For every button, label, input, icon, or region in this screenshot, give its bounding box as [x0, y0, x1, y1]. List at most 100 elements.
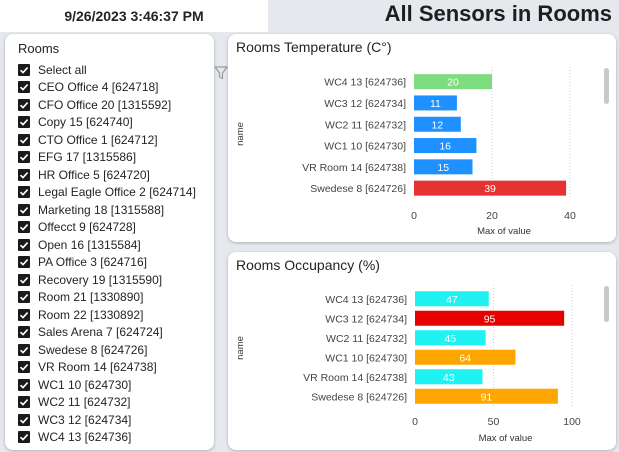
checkbox[interactable] [18, 98, 30, 111]
checkmark-icon [19, 189, 29, 196]
checkbox[interactable] [18, 203, 30, 216]
category-label: VR Room 14 [624738] [303, 372, 407, 384]
checkmark-icon [19, 276, 29, 284]
checkmark-icon [19, 84, 29, 91]
checkbox[interactable] [18, 413, 30, 426]
data-label: 43 [443, 372, 455, 384]
checkbox[interactable] [18, 273, 30, 286]
chart-scrollbar[interactable] [604, 68, 609, 104]
slicer-item[interactable]: Copy 15 [624740] [18, 114, 196, 132]
slicer-item[interactable]: Room 21 [1330890] [18, 289, 196, 307]
bar[interactable] [414, 95, 457, 111]
bar[interactable] [414, 74, 492, 90]
checkbox[interactable] [18, 308, 30, 321]
temperature-bar-chart: WC4 13 [624736] 20 WC3 12 [624734] 11 WC2 11… [235, 67, 576, 237]
slicer-item-label: Room 21 [1330890] [38, 290, 144, 305]
slicer-item[interactable]: CTO Office 1 [624712] [18, 131, 196, 149]
checkbox[interactable] [18, 378, 30, 391]
slicer-item[interactable]: HR Office 5 [624720] [18, 166, 196, 184]
checkmark-icon [19, 346, 29, 354]
checkbox[interactable] [18, 168, 30, 181]
bar[interactable] [415, 291, 489, 307]
data-label: 95 [484, 313, 496, 325]
slicer-item[interactable]: WC2 11 [624732] [18, 394, 196, 412]
slicer-item[interactable]: CFO Office 20 [1315592] [18, 96, 196, 114]
slicer-list: Select all CEO Office 4 [624718] CFO Offic… [18, 61, 196, 446]
slicer-item[interactable]: CEO Office 4 [624718] [18, 79, 196, 97]
data-label: 12 [432, 119, 444, 131]
checkbox[interactable] [18, 343, 30, 356]
slicer-item-label: Legal Eagle Office 2 [624714] [38, 185, 196, 200]
slicer-item[interactable]: Recovery 19 [1315590] [18, 271, 196, 289]
slicer-item[interactable]: Swedese 8 [624726] [18, 341, 196, 359]
checkbox[interactable] [18, 238, 30, 251]
checkbox[interactable] [18, 361, 30, 374]
checkbox[interactable] [18, 291, 30, 304]
filter-icon[interactable] [214, 66, 228, 80]
slicer-item-label: CTO Office 1 [624712] [38, 132, 158, 147]
category-label: WC4 13 [624736] [324, 77, 406, 89]
checkbox[interactable] [18, 221, 30, 234]
y-axis-title: name [235, 336, 246, 360]
checkmark-icon [19, 171, 29, 179]
slicer-item-label: PA Office 3 [624716] [38, 255, 147, 270]
slicer-item[interactable]: WC1 10 [624730] [18, 376, 196, 394]
checkbox[interactable] [18, 81, 30, 94]
checkbox[interactable] [18, 431, 30, 444]
slicer-item[interactable]: Open 16 [1315584] [18, 236, 196, 254]
slicer-item[interactable]: Legal Eagle Office 2 [624714] [18, 184, 196, 202]
slicer-item[interactable]: VR Room 14 [624738] [18, 359, 196, 377]
category-label: WC3 12 [624734] [324, 98, 406, 110]
bar[interactable] [414, 116, 461, 132]
chart-title: Rooms Temperature (C°) [236, 39, 392, 55]
checkmark-icon [19, 206, 29, 214]
slicer-item-label: Room 22 [1330892] [38, 307, 144, 322]
bar[interactable] [415, 330, 486, 346]
checkbox[interactable] [18, 151, 30, 164]
slicer-item[interactable]: Marketing 18 [1315588] [18, 201, 196, 219]
checkmark-icon [19, 101, 29, 109]
bar[interactable] [415, 369, 483, 385]
checkbox[interactable] [18, 116, 30, 129]
data-label: 15 [437, 162, 449, 174]
slicer-item[interactable]: WC4 13 [624736] [18, 429, 196, 447]
category-label: WC4 13 [624736] [325, 294, 407, 306]
checkmark-icon [19, 136, 29, 144]
chart-title: Rooms Occupancy (%) [236, 257, 380, 273]
chart-scrollbar[interactable] [604, 286, 609, 322]
slicer-item-label: WC3 12 [624734] [38, 412, 132, 427]
occupancy-bar-chart: WC4 13 [624736] 47 WC3 12 [624734] 95 WC2 11… [235, 285, 581, 444]
checkbox[interactable] [18, 256, 30, 269]
slicer-item[interactable]: Select all [18, 61, 196, 79]
checkbox[interactable] [18, 186, 30, 199]
checkbox[interactable] [18, 63, 30, 76]
slicer-item-label: Sales Arena 7 [624724] [38, 325, 163, 340]
slicer-item-label: CFO Office 20 [1315592] [38, 97, 172, 112]
occupancy-chart-card: Rooms Occupancy (%) WC4 13 [624736] 47 WC3… [228, 252, 616, 450]
bar[interactable] [415, 310, 565, 326]
slicer-item[interactable]: Sales Arena 7 [624724] [18, 324, 196, 342]
y-axis-title: name [235, 122, 246, 146]
checkmark-icon [19, 311, 29, 319]
rooms-slicer: Rooms Select all CEO Office 4 [624718] CFO… [5, 34, 214, 450]
checkbox[interactable] [18, 133, 30, 146]
bar[interactable] [414, 159, 473, 175]
bar[interactable] [414, 180, 567, 196]
bar[interactable] [415, 388, 558, 404]
category-label: Swedese 8 [624726] [311, 391, 407, 403]
slicer-item-label: Swedese 8 [624726] [38, 342, 148, 357]
data-label: 47 [446, 294, 458, 306]
x-axis-title: Max of value [477, 226, 531, 237]
slicer-item[interactable]: WC3 12 [624734] [18, 411, 196, 429]
slicer-item[interactable]: EFG 17 [1315586] [18, 149, 196, 167]
data-label: 45 [444, 333, 456, 345]
bar[interactable] [415, 349, 516, 365]
slicer-item[interactable]: Offecct 9 [624728] [18, 219, 196, 237]
slicer-item[interactable]: Room 22 [1330892] [18, 306, 196, 324]
slicer-item[interactable]: PA Office 3 [624716] [18, 254, 196, 272]
checkbox[interactable] [18, 396, 30, 409]
checkbox[interactable] [18, 326, 30, 339]
category-label: WC2 11 [624732] [326, 333, 407, 345]
bar[interactable] [414, 138, 477, 154]
slicer-item-label: VR Room 14 [624738] [38, 360, 157, 375]
